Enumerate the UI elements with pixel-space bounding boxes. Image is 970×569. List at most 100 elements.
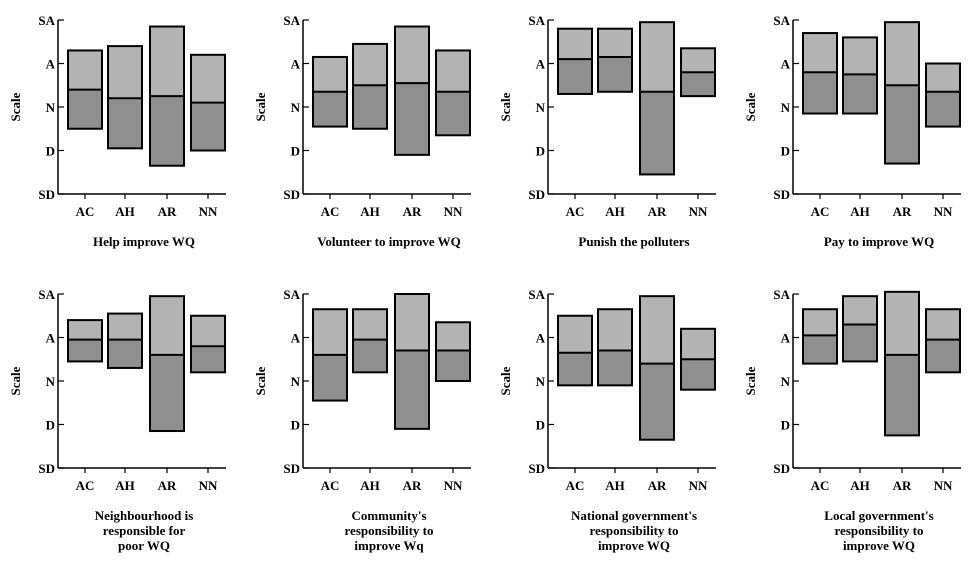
panel-title-line: responsibility to bbox=[835, 523, 924, 538]
y-tick-label: SD bbox=[283, 187, 300, 202]
y-tick-label: N bbox=[46, 100, 56, 115]
chart-panel-5: SD D N A SA AC AH AR NN Scale Neighbourhood is resp… bbox=[8, 287, 226, 553]
box-lower-ac bbox=[68, 89, 102, 129]
y-tick-label: D bbox=[46, 418, 55, 433]
box-outline-nn bbox=[925, 62, 961, 128]
y-tick-label: SD bbox=[283, 461, 300, 476]
box-lower-ah bbox=[598, 350, 632, 386]
box-lower-nn bbox=[436, 91, 470, 136]
x-tick-label: AR bbox=[893, 204, 912, 219]
box-lower-ac bbox=[313, 354, 347, 401]
panel-title: Pay to improve WQ bbox=[824, 234, 934, 249]
panel-title-line: Punish the polluters bbox=[578, 234, 689, 249]
panel-title-line: responsibility to bbox=[590, 523, 679, 538]
panel-title: Help improve WQ bbox=[93, 234, 195, 249]
box-outline-ah bbox=[352, 42, 388, 130]
box-upper-ar bbox=[395, 26, 429, 84]
y-tick-label: D bbox=[46, 144, 55, 159]
y-axis-label: Scale bbox=[743, 92, 758, 121]
box-outline-ac bbox=[557, 27, 593, 95]
panel-title: Neighbourhood is responsible for poor WQ bbox=[95, 508, 194, 553]
y-tick-label: A bbox=[536, 331, 546, 346]
panel-title-line: National government's bbox=[571, 508, 697, 523]
box-upper-ar bbox=[150, 296, 184, 355]
box-upper-ah bbox=[353, 43, 387, 86]
box-upper-ac bbox=[313, 56, 347, 92]
box-lower-nn bbox=[926, 91, 960, 127]
box-outline-ar bbox=[639, 295, 675, 441]
chart-panel-2: SD D N A SA AC AH AR NN Scale Volunteer to improve… bbox=[253, 13, 471, 249]
x-tick-label: AH bbox=[360, 478, 380, 493]
x-tick-label: NN bbox=[934, 478, 953, 493]
box-lower-ac bbox=[558, 352, 592, 386]
panel-title-line: improve WQ bbox=[598, 538, 670, 553]
box-lower-ac bbox=[313, 91, 347, 127]
y-tick-label: A bbox=[46, 331, 56, 346]
panel-title-line: Community's bbox=[351, 508, 426, 523]
y-axis-label: Scale bbox=[8, 92, 23, 121]
box-upper-nn bbox=[436, 322, 470, 351]
box-upper-ar bbox=[640, 296, 674, 364]
panel-title-line: responsibility to bbox=[345, 523, 434, 538]
panel-title: National government's responsibility to im… bbox=[571, 508, 697, 553]
x-tick-label: AR bbox=[158, 204, 177, 219]
y-tick-label: SA bbox=[283, 287, 300, 302]
box-upper-nn bbox=[436, 50, 470, 92]
x-tick-label: AC bbox=[76, 478, 95, 493]
box-upper-ar bbox=[885, 291, 919, 355]
box-upper-ac bbox=[313, 309, 347, 355]
x-tick-label: AR bbox=[648, 204, 667, 219]
box-lower-ar bbox=[395, 83, 429, 155]
box-upper-ar bbox=[395, 294, 429, 351]
x-tick-label: AH bbox=[115, 204, 135, 219]
chart-panel-7: SD D N A SA AC AH AR NN Scale National government'… bbox=[498, 287, 716, 553]
panel-title-line: Pay to improve WQ bbox=[824, 234, 934, 249]
y-tick-label: N bbox=[46, 374, 56, 389]
y-axis-label: Scale bbox=[253, 92, 268, 121]
box-upper-ah bbox=[598, 28, 632, 57]
box-lower-nn bbox=[681, 72, 715, 97]
box-lower-ar bbox=[150, 354, 184, 432]
box-outline-ah bbox=[842, 295, 878, 363]
box-upper-ac bbox=[558, 315, 592, 353]
box-outline-ah bbox=[352, 308, 388, 374]
y-axis-label: Scale bbox=[253, 366, 268, 395]
panel-title-line: Volunteer to improve WQ bbox=[317, 234, 461, 249]
y-tick-label: D bbox=[536, 418, 545, 433]
y-tick-label: SA bbox=[528, 287, 545, 302]
box-upper-ac bbox=[803, 33, 837, 73]
x-tick-label: AH bbox=[360, 204, 380, 219]
box-outline-ac bbox=[802, 308, 838, 365]
box-upper-ac bbox=[803, 309, 837, 336]
y-tick-label: SD bbox=[528, 461, 545, 476]
box-outline-ar bbox=[394, 25, 430, 156]
box-upper-nn bbox=[681, 48, 715, 73]
y-tick-label: A bbox=[781, 57, 791, 72]
x-tick-label: AR bbox=[893, 478, 912, 493]
box-lower-ar bbox=[640, 363, 674, 440]
y-tick-label: SA bbox=[528, 13, 545, 28]
x-tick-label: AH bbox=[605, 204, 625, 219]
panel-title: Local government's responsibility to impro… bbox=[824, 508, 933, 553]
y-tick-label: N bbox=[781, 100, 791, 115]
x-tick-label: AR bbox=[403, 478, 422, 493]
box-upper-ah bbox=[598, 309, 632, 351]
x-tick-label: AR bbox=[648, 478, 667, 493]
box-upper-ac bbox=[68, 50, 102, 90]
box-lower-ah bbox=[353, 339, 387, 373]
box-upper-ac bbox=[68, 320, 102, 340]
box-outline-nn bbox=[925, 308, 961, 374]
box-upper-ah bbox=[353, 309, 387, 340]
y-tick-label: A bbox=[291, 331, 301, 346]
y-tick-label: SD bbox=[773, 461, 790, 476]
y-tick-label: N bbox=[291, 100, 301, 115]
box-upper-nn bbox=[681, 328, 715, 360]
box-outline-nn bbox=[190, 314, 226, 374]
x-tick-label: AH bbox=[850, 204, 870, 219]
box-upper-ah bbox=[108, 313, 142, 340]
chart-panel-3: SD D N A SA AC AH AR NN Scale Punish the polluters bbox=[498, 13, 716, 249]
box-lower-ac bbox=[803, 72, 837, 114]
panel-title: Punish the polluters bbox=[578, 234, 689, 249]
box-lower-ar bbox=[640, 91, 674, 175]
